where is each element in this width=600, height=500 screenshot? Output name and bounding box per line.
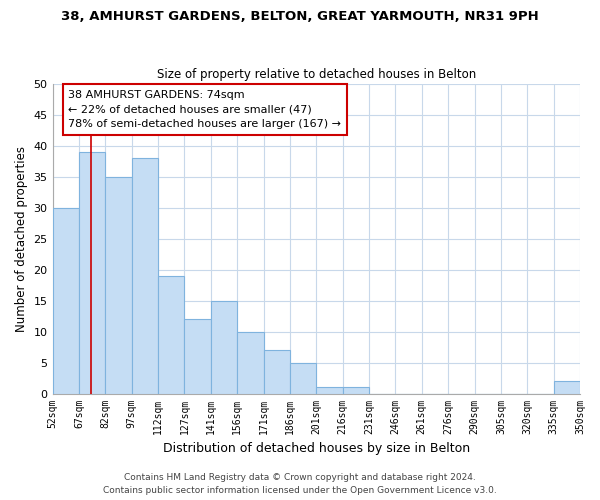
Y-axis label: Number of detached properties: Number of detached properties — [15, 146, 28, 332]
Bar — [263, 350, 290, 394]
Text: 38 AMHURST GARDENS: 74sqm
← 22% of detached houses are smaller (47)
78% of semi-: 38 AMHURST GARDENS: 74sqm ← 22% of detac… — [68, 90, 341, 130]
Bar — [554, 381, 580, 394]
Bar — [184, 319, 211, 394]
X-axis label: Distribution of detached houses by size in Belton: Distribution of detached houses by size … — [163, 442, 470, 455]
Bar — [131, 158, 158, 394]
Title: Size of property relative to detached houses in Belton: Size of property relative to detached ho… — [157, 68, 476, 81]
Bar — [290, 362, 316, 394]
Bar — [158, 276, 184, 394]
Bar — [211, 300, 237, 394]
Text: Contains HM Land Registry data © Crown copyright and database right 2024.
Contai: Contains HM Land Registry data © Crown c… — [103, 474, 497, 495]
Bar — [105, 176, 131, 394]
Text: 38, AMHURST GARDENS, BELTON, GREAT YARMOUTH, NR31 9PH: 38, AMHURST GARDENS, BELTON, GREAT YARMO… — [61, 10, 539, 23]
Bar — [53, 208, 79, 394]
Bar — [79, 152, 105, 394]
Bar — [316, 388, 343, 394]
Bar — [237, 332, 263, 394]
Bar — [343, 388, 369, 394]
